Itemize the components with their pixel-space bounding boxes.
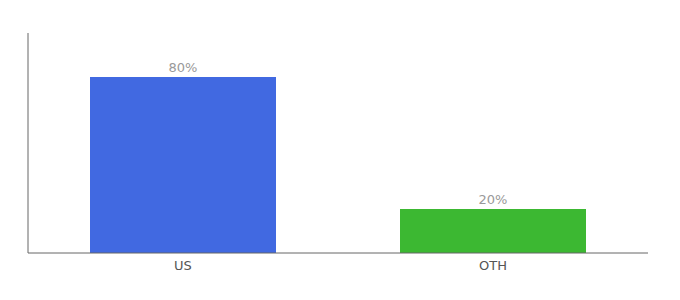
svg-text:US: US: [174, 258, 192, 273]
svg-text:20%: 20%: [479, 192, 508, 207]
svg-text:OTH: OTH: [479, 258, 507, 273]
svg-text:80%: 80%: [169, 60, 198, 75]
